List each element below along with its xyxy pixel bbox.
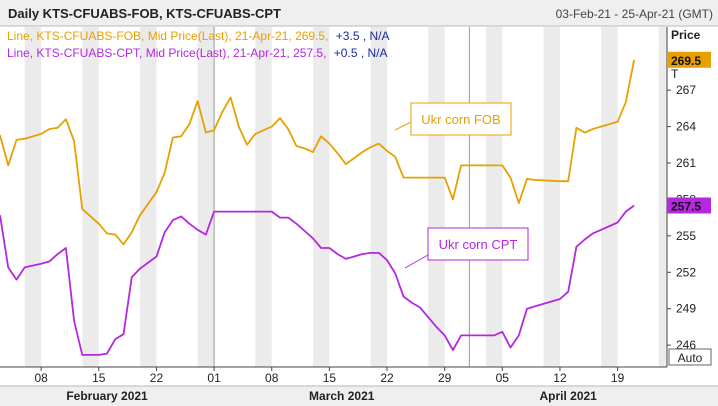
x-tick-label: 12 bbox=[553, 371, 567, 385]
last-value-label: 257.5 bbox=[671, 200, 701, 214]
annotation-cpt-leader bbox=[404, 254, 429, 269]
legend-fob-change: +3.5 bbox=[336, 29, 360, 43]
series-line-fob[interactable] bbox=[0, 59, 635, 246]
legend-entry-fob: Line, KTS-CFUABS-FOB, Mid Price(Last), 2… bbox=[7, 29, 390, 43]
y-axis-title: Price bbox=[671, 28, 701, 42]
month-labels: February 2021 March 2021 April 2021 bbox=[66, 389, 597, 403]
last-value-tags: 269.5 257.5 bbox=[667, 51, 711, 214]
last-value-label: 269.5 bbox=[671, 54, 701, 68]
x-tick-label: 19 bbox=[611, 371, 625, 385]
series-lines bbox=[0, 59, 635, 356]
weekend-band bbox=[658, 27, 667, 367]
y-tick-label: 267 bbox=[676, 83, 696, 97]
x-tick-label: 15 bbox=[92, 371, 106, 385]
last-value-tag-fob bbox=[667, 51, 711, 68]
x-tick-label: 22 bbox=[150, 371, 164, 385]
x-tick-label: 01 bbox=[207, 371, 221, 385]
series-line-cpt[interactable] bbox=[0, 204, 635, 356]
auto-scale-label: Auto bbox=[678, 351, 703, 365]
month-label: February 2021 bbox=[66, 389, 148, 403]
title-bar bbox=[0, 0, 718, 26]
chart-title: Daily KTS-CFUABS-FOB, KTS-CFUABS-CPT bbox=[8, 6, 281, 21]
annotation-cpt-text: Ukr corn CPT bbox=[439, 237, 518, 252]
weekend-shading bbox=[24, 27, 667, 367]
x-tick-label: 15 bbox=[323, 371, 337, 385]
annotation-fob-text: Ukr corn FOB bbox=[421, 112, 500, 127]
annotation-cpt-box[interactable] bbox=[427, 227, 529, 261]
x-tick-label: 08 bbox=[265, 371, 279, 385]
annotation-fob-leader bbox=[394, 121, 412, 131]
legend-entry-cpt: Line, KTS-CFUABS-CPT, Mid Price(Last), 2… bbox=[7, 46, 388, 60]
weekend-band bbox=[370, 27, 388, 367]
date-range: 03-Feb-21 - 25-Apr-21 (GMT) bbox=[556, 7, 713, 21]
month-label: April 2021 bbox=[539, 389, 597, 403]
weekend-band bbox=[428, 27, 445, 367]
weekend-band bbox=[197, 27, 215, 367]
x-axis-ticks: 08 15 22 01 08 15 22 29 05 12 19 bbox=[34, 367, 625, 385]
y-tick-label: 255 bbox=[676, 229, 696, 243]
legend-cpt-change: +0.5 bbox=[334, 46, 358, 60]
y-tick-label: 264 bbox=[676, 120, 696, 134]
weekend-band bbox=[24, 27, 42, 367]
y-tick-label: 249 bbox=[676, 302, 696, 316]
y-tick-label: 252 bbox=[676, 265, 696, 279]
weekend-band bbox=[485, 27, 503, 367]
x-tick-label: 29 bbox=[438, 371, 452, 385]
weekend-band bbox=[255, 27, 272, 367]
x-tick-label: 08 bbox=[34, 371, 48, 385]
weekend-band bbox=[312, 27, 330, 367]
auto-scale-button[interactable] bbox=[668, 348, 712, 366]
legend-fob-na: , N/A bbox=[363, 29, 390, 43]
y-axis-unit: T bbox=[671, 67, 679, 81]
month-label: March 2021 bbox=[309, 389, 375, 403]
legend-fob-label: Line, KTS-CFUABS-FOB, Mid Price(Last), 2… bbox=[7, 29, 328, 43]
weekend-band bbox=[82, 27, 99, 367]
x-tick-label: 05 bbox=[496, 371, 510, 385]
annotation-fob-box[interactable] bbox=[410, 102, 512, 136]
weekend-band bbox=[543, 27, 560, 367]
legend-cpt-na: , N/A bbox=[361, 46, 388, 60]
plot-area bbox=[0, 27, 667, 367]
x-tick-label: 22 bbox=[380, 371, 394, 385]
y-axis-ticks: 246249252255258261264267 bbox=[667, 83, 696, 352]
last-value-tag-cpt bbox=[667, 197, 711, 214]
legend-cpt-label: Line, KTS-CFUABS-CPT, Mid Price(Last), 2… bbox=[7, 46, 326, 60]
month-band bbox=[0, 386, 718, 406]
weekend-band bbox=[601, 27, 618, 367]
y-axis-panel bbox=[667, 27, 718, 367]
y-tick-label: 261 bbox=[676, 156, 696, 170]
weekend-band bbox=[139, 27, 157, 367]
